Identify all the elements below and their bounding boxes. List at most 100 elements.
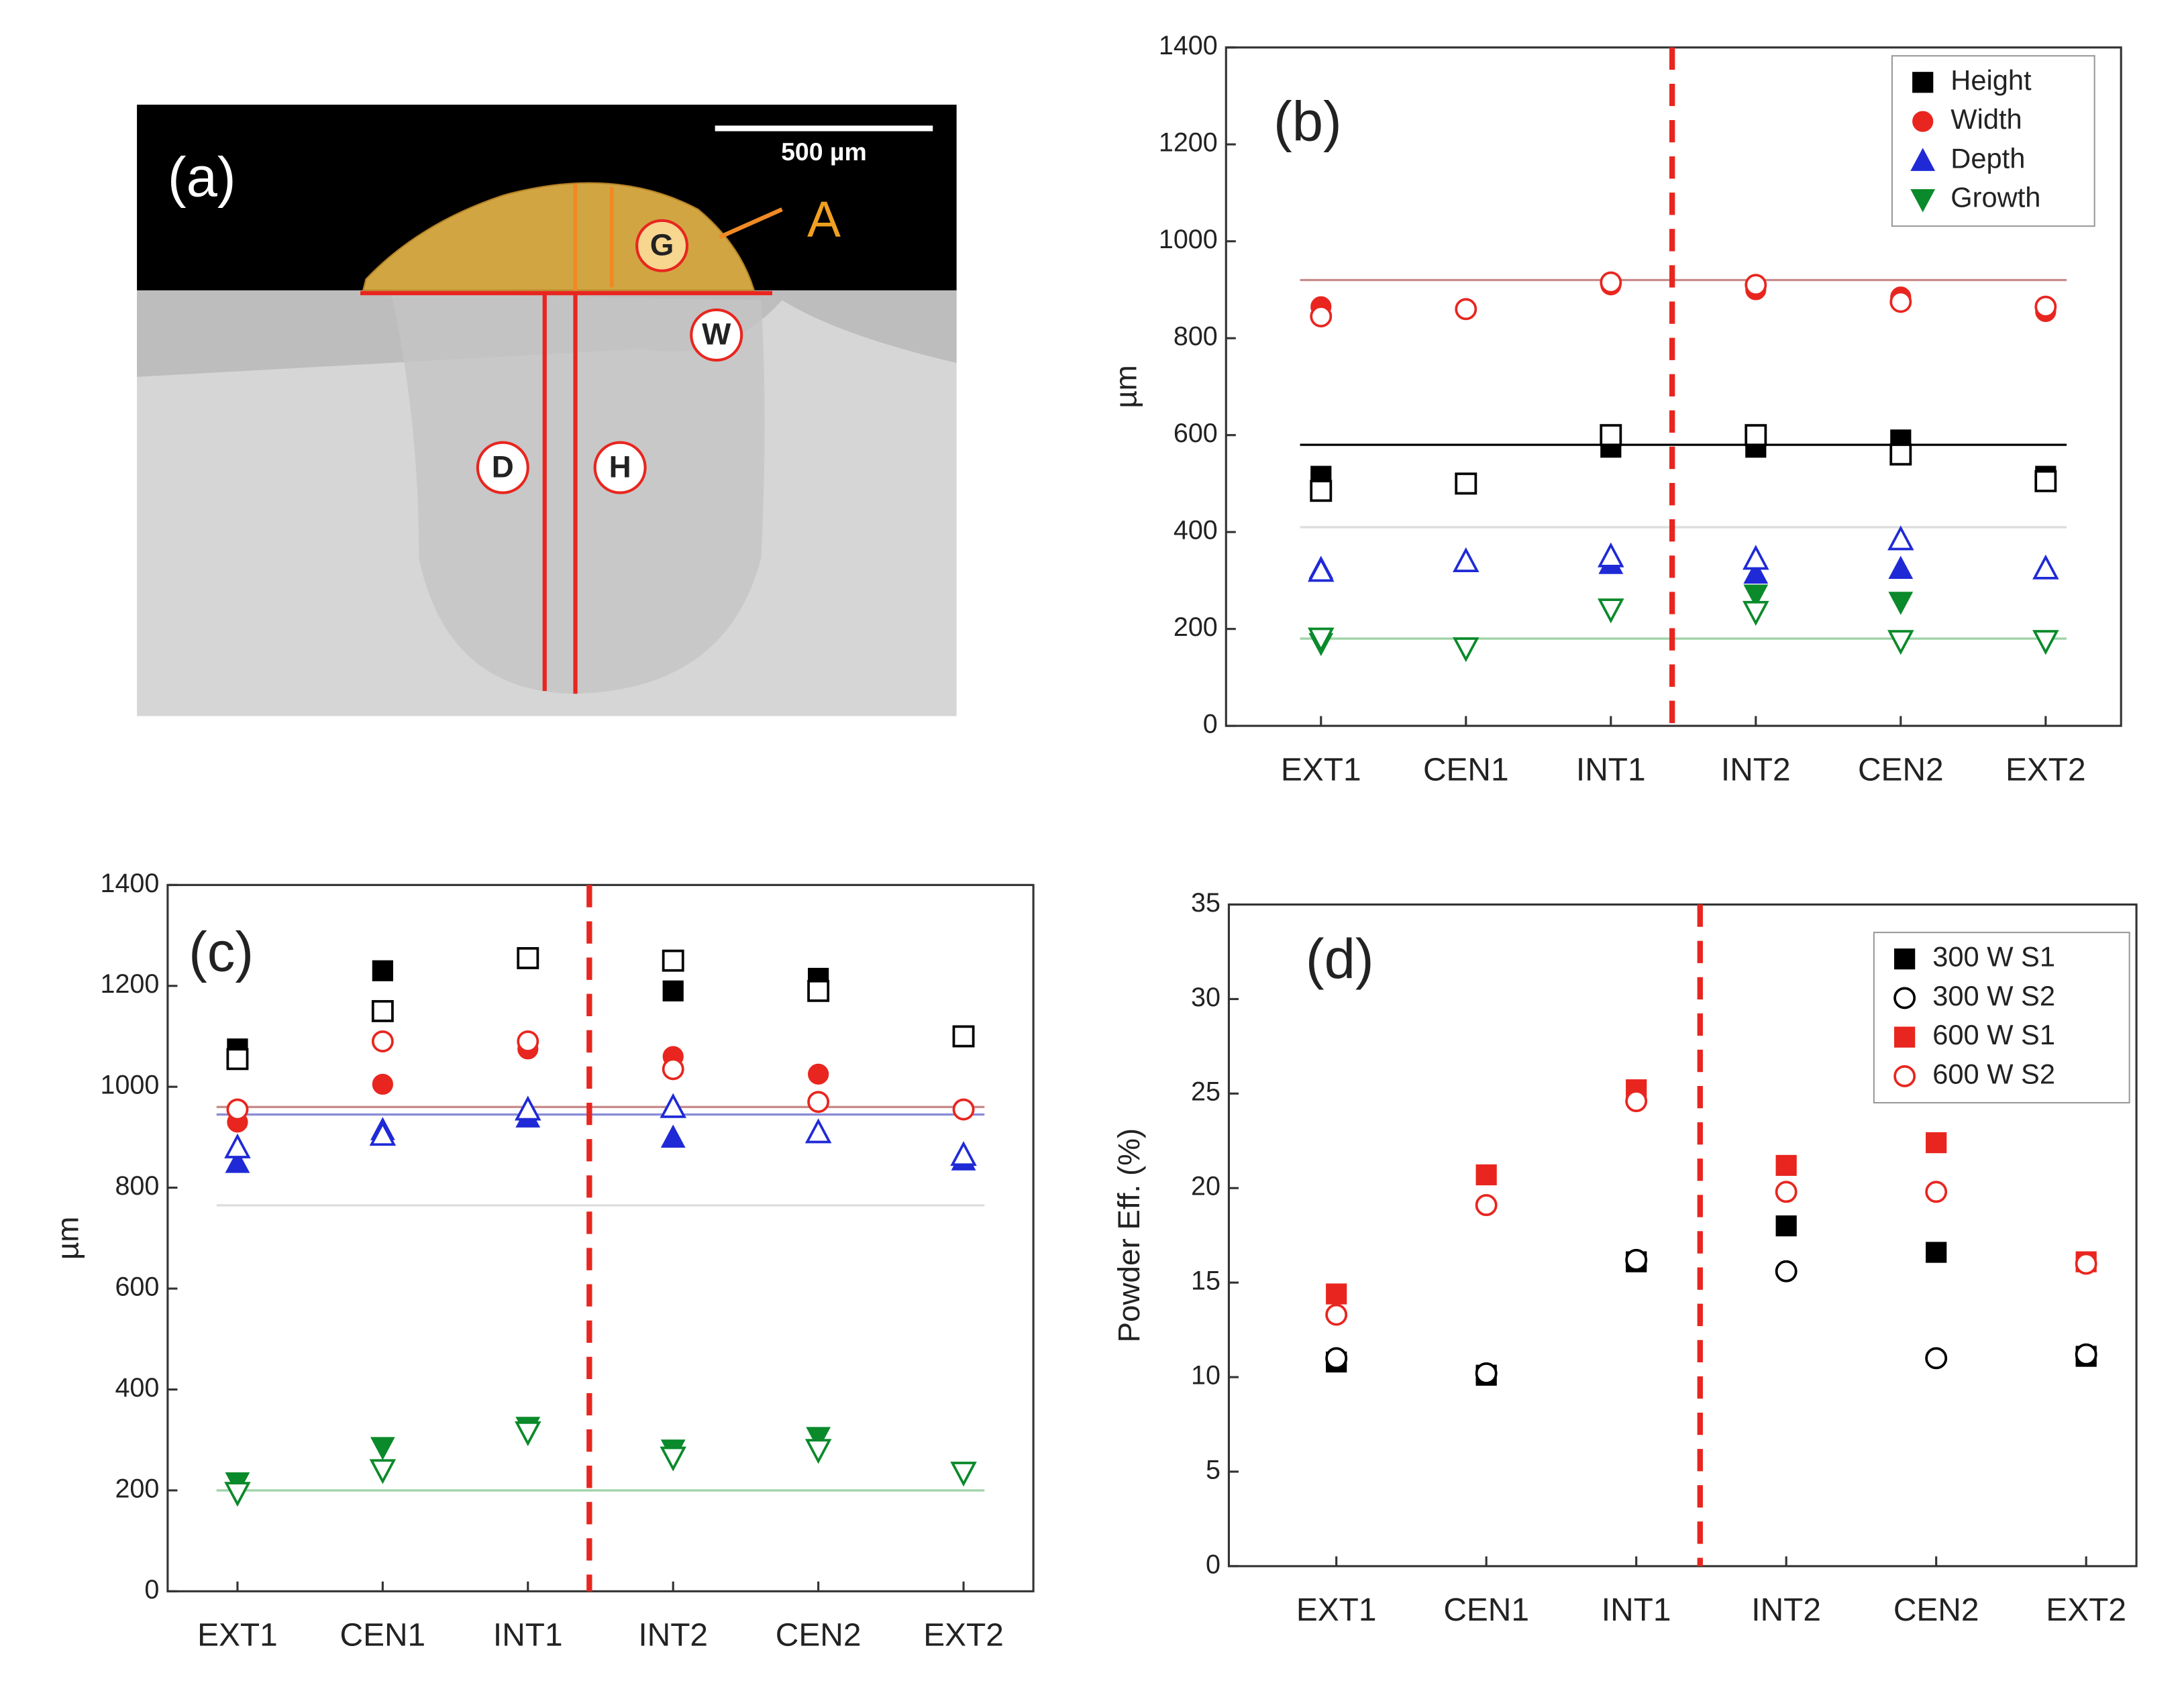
legend-label: Width (1951, 103, 2022, 135)
legend-label: 600 W S2 (1932, 1058, 2055, 1089)
legend-label: Height (1951, 64, 2032, 96)
panel-label: (d) (1306, 928, 1374, 990)
marker-triangle-up (1308, 557, 1335, 582)
marker-square (1889, 443, 1912, 466)
marker-circle (1912, 111, 1934, 132)
marker-triangle-down (804, 1439, 832, 1464)
marker-circle (807, 1091, 830, 1113)
y-tick-label: 1400 (100, 869, 159, 898)
plot-frame (166, 883, 1035, 1592)
marker-square (226, 1048, 249, 1071)
x-tick-label: EXT2 (2046, 1592, 2126, 1628)
marker-triangle-up (1887, 525, 1914, 551)
scale-box (702, 114, 954, 179)
marker-circle (2034, 295, 2057, 318)
y-axis-label: µm (1109, 365, 1143, 408)
y-tick-label: 5 (1206, 1455, 1220, 1484)
panel-label: (a) (168, 146, 236, 209)
marker-triangle-up (1743, 560, 1769, 584)
y-tick-label: 1200 (1159, 128, 1218, 158)
x-tick-label: CEN1 (1443, 1592, 1529, 1628)
marker-square (1775, 1215, 1797, 1237)
marker-square (1775, 1154, 1797, 1177)
marker-circle (1893, 1065, 1916, 1087)
marker-circle (1475, 1362, 1498, 1384)
marker-label: A (807, 191, 841, 248)
x-tick-label: INT2 (1721, 752, 1791, 787)
legend-label: Depth (1951, 142, 2025, 174)
marker-triangle-down (515, 1421, 541, 1447)
marker-triangle-down (1308, 627, 1335, 653)
y-tick-label: 800 (115, 1171, 159, 1201)
x-tick-label: CEN1 (1423, 752, 1509, 787)
legend-box (1873, 932, 2130, 1104)
melt-pool (391, 293, 765, 694)
marker-circle (1625, 1248, 1648, 1271)
y-tick-label: 1000 (100, 1071, 159, 1100)
marker-circle (371, 1030, 394, 1052)
x-tick-label: CEN2 (1858, 752, 1944, 787)
marker-square (517, 946, 539, 969)
marker-triangle-down (2032, 630, 2059, 655)
marker-triangle-up (1910, 148, 1936, 171)
marker-square (662, 980, 684, 1001)
marker-circle (808, 1063, 829, 1085)
y-tick-label: 20 (1191, 1172, 1220, 1201)
y-tick-label: 1000 (1159, 225, 1218, 254)
marker-triangle-up (950, 1141, 977, 1166)
marker-label: H (609, 449, 631, 484)
x-tick-label: INT1 (1576, 752, 1646, 787)
marker-square (371, 999, 394, 1022)
marker-label: D (492, 449, 514, 484)
marker-square (1894, 948, 1916, 970)
marker-circle (1600, 271, 1622, 294)
y-tick-label: 15 (1191, 1266, 1220, 1296)
x-tick-label: CEN2 (776, 1618, 862, 1653)
marker-triangle-down (369, 1459, 397, 1484)
marker-circle (1625, 1090, 1648, 1113)
y-tick-label: 35 (1191, 888, 1220, 918)
marker-circle (635, 219, 689, 272)
y-tick-label: 1400 (1159, 31, 1218, 60)
marker-triangle-up (804, 1118, 832, 1144)
scale-label: 500 µm (781, 138, 867, 166)
marker-circle (1925, 1347, 1948, 1370)
x-tick-label: INT2 (1751, 1592, 1821, 1628)
marker-triangle-down (224, 1482, 251, 1507)
y-tick-label: 600 (1174, 419, 1218, 448)
marker-triangle-up (660, 1093, 686, 1118)
y-tick-label: 25 (1191, 1077, 1220, 1107)
legend-label: 600 W S1 (1932, 1019, 2055, 1050)
marker-triangle-down (1743, 584, 1769, 608)
y-tick-label: 800 (1174, 322, 1218, 351)
marker-circle (1310, 305, 1333, 328)
marker-square (1475, 1164, 1497, 1186)
marker-circle (1325, 1303, 1348, 1326)
marker-label: W (702, 317, 731, 351)
y-axis-label: Powder Eff. (%) (1112, 1128, 1146, 1343)
growth-lines (573, 184, 783, 290)
marker-circle (1775, 1181, 1798, 1203)
panel-a: 500 µm (a) G A W D H (137, 105, 957, 716)
x-tick-label: EXT1 (197, 1618, 278, 1653)
marker-label: G (650, 227, 674, 262)
marker-circle (1925, 1181, 1948, 1203)
legend-label: 300 W S2 (1932, 980, 2055, 1012)
marker-circle (226, 1098, 249, 1121)
marker-triangle-up (660, 1124, 686, 1148)
marker-triangle-down (806, 1427, 831, 1450)
marker-circle (1455, 298, 1477, 321)
x-tick-label: EXT1 (1281, 752, 1361, 787)
marker-circle (662, 1058, 684, 1081)
panel-label: (b) (1273, 90, 1342, 152)
marker-circle (2075, 1252, 2097, 1275)
marker-triangle-down (1453, 637, 1479, 663)
marker-triangle-down (1910, 188, 1936, 213)
marker-triangle-down (1888, 592, 1914, 615)
y-tick-label: 600 (115, 1272, 159, 1301)
marker-triangle-up (224, 1133, 251, 1158)
x-tick-label: EXT2 (2006, 752, 2086, 787)
marker-square (1310, 480, 1333, 502)
x-tick-label: EXT2 (923, 1618, 1004, 1653)
marker-circle (476, 441, 529, 494)
